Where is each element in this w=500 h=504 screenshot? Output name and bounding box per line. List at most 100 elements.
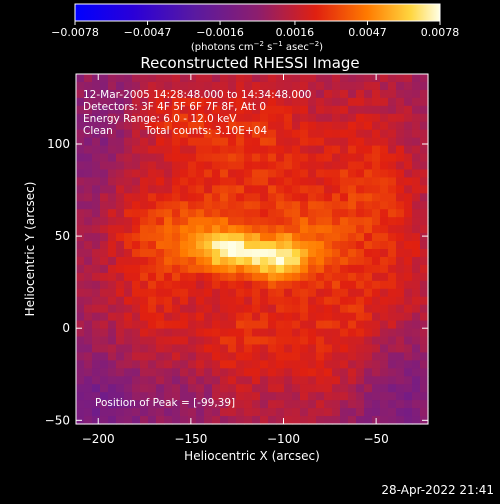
heatmap-cell bbox=[260, 304, 269, 314]
heatmap-cell bbox=[148, 241, 157, 250]
heatmap-cell bbox=[404, 400, 413, 409]
heatmap-cell bbox=[188, 81, 197, 91]
heatmap-cell bbox=[372, 97, 381, 107]
heatmap-cell bbox=[100, 217, 109, 226]
heatmap-cell bbox=[148, 344, 157, 353]
heatmap-cell bbox=[180, 177, 189, 186]
heatmap-cell bbox=[212, 336, 221, 346]
heatmap-cell bbox=[92, 121, 101, 131]
heatmap-cell bbox=[236, 408, 245, 417]
heatmap-cell bbox=[340, 328, 349, 338]
heatmap-cell bbox=[348, 177, 357, 186]
heatmap-cell bbox=[252, 352, 261, 361]
heatmap-cell bbox=[156, 209, 165, 218]
heatmap-cell bbox=[340, 352, 349, 361]
heatmap-cell bbox=[340, 185, 349, 194]
heatmap-cell bbox=[140, 304, 149, 314]
heatmap-cell bbox=[316, 304, 325, 314]
heatmap-cell bbox=[188, 280, 197, 290]
heatmap-cell bbox=[124, 225, 133, 234]
heatmap-cell bbox=[220, 288, 229, 298]
heatmap-cell bbox=[420, 336, 429, 346]
heatmap-cell bbox=[132, 74, 141, 83]
heatmap-cell bbox=[308, 296, 317, 306]
heatmap-cell bbox=[148, 185, 157, 194]
heatmap-cell bbox=[252, 129, 261, 139]
heatmap-cell bbox=[180, 153, 189, 163]
heatmap-cell bbox=[148, 169, 157, 178]
heatmap-cell bbox=[164, 376, 173, 385]
heatmap-cell bbox=[148, 304, 157, 314]
colorbar-unit-part: ) bbox=[319, 42, 323, 53]
heatmap-cell bbox=[396, 81, 405, 91]
heatmap-cell bbox=[420, 360, 429, 369]
heatmap-cell bbox=[196, 320, 205, 330]
heatmap-cell bbox=[140, 177, 149, 186]
heatmap-cell bbox=[188, 113, 197, 123]
heatmap-cell bbox=[76, 145, 85, 155]
heatmap-cell bbox=[164, 177, 173, 186]
heatmap-cell bbox=[300, 225, 309, 234]
heatmap-cell bbox=[244, 177, 253, 186]
heatmap-cell bbox=[188, 233, 197, 242]
heatmap-cell bbox=[164, 113, 173, 123]
heatmap-cell bbox=[308, 193, 317, 202]
heatmap-cell bbox=[260, 400, 269, 409]
heatmap-cell bbox=[260, 416, 269, 425]
heatmap-cell bbox=[92, 161, 101, 171]
heatmap-cell bbox=[164, 272, 173, 282]
heatmap-cell bbox=[140, 105, 149, 115]
heatmap-cell bbox=[156, 360, 165, 369]
heatmap-cell bbox=[268, 153, 277, 163]
heatmap-cell bbox=[396, 344, 405, 353]
heatmap-cell bbox=[348, 384, 357, 393]
heatmap-cell bbox=[132, 97, 141, 107]
heatmap-cell bbox=[404, 89, 413, 99]
heatmap-cell bbox=[156, 113, 165, 123]
heatmap-cell bbox=[300, 217, 309, 226]
heatmap-cell bbox=[172, 352, 181, 361]
heatmap-cell bbox=[276, 89, 285, 99]
heatmap-cell bbox=[268, 328, 277, 338]
heatmap-cell bbox=[364, 288, 373, 298]
heatmap-cell bbox=[380, 249, 389, 258]
heatmap-cell bbox=[252, 153, 261, 163]
heatmap-cell bbox=[292, 416, 301, 425]
heatmap-cell bbox=[140, 272, 149, 282]
heatmap-cell bbox=[172, 233, 181, 242]
heatmap-cell bbox=[356, 177, 365, 186]
heatmap-cell bbox=[396, 272, 405, 282]
heatmap-cell bbox=[84, 328, 93, 338]
heatmap-cell bbox=[340, 376, 349, 385]
heatmap-cell bbox=[180, 137, 189, 147]
heatmap-cell bbox=[380, 177, 389, 186]
heatmap-cell bbox=[420, 233, 429, 242]
heatmap-cell bbox=[372, 304, 381, 314]
heatmap-cell bbox=[324, 89, 333, 99]
heatmap-cell bbox=[332, 97, 341, 107]
heatmap-cell bbox=[268, 249, 277, 258]
heatmap-cell bbox=[372, 81, 381, 91]
heatmap-cell bbox=[212, 185, 221, 194]
heatmap-cell bbox=[236, 344, 245, 353]
x-tick-label: −100 bbox=[267, 432, 300, 446]
heatmap-cell bbox=[292, 408, 301, 417]
x-tick-label: −50 bbox=[363, 432, 388, 446]
heatmap-cell bbox=[340, 129, 349, 139]
heatmap-cell bbox=[364, 89, 373, 99]
y-tick-label: −50 bbox=[45, 413, 70, 427]
heatmap-cell bbox=[388, 296, 397, 306]
heatmap-cell bbox=[116, 241, 125, 250]
heatmap-cell bbox=[372, 376, 381, 385]
heatmap-cell bbox=[164, 249, 173, 258]
heatmap-cell bbox=[420, 225, 429, 234]
heatmap-cell bbox=[420, 304, 429, 314]
heatmap-cell bbox=[420, 344, 429, 353]
heatmap-cell bbox=[180, 113, 189, 123]
heatmap-cell bbox=[268, 288, 277, 298]
heatmap-cell bbox=[140, 249, 149, 258]
heatmap-cell bbox=[188, 217, 197, 226]
heatmap-cell bbox=[140, 185, 149, 194]
heatmap-cell bbox=[76, 209, 85, 218]
heatmap-cell bbox=[204, 344, 213, 353]
